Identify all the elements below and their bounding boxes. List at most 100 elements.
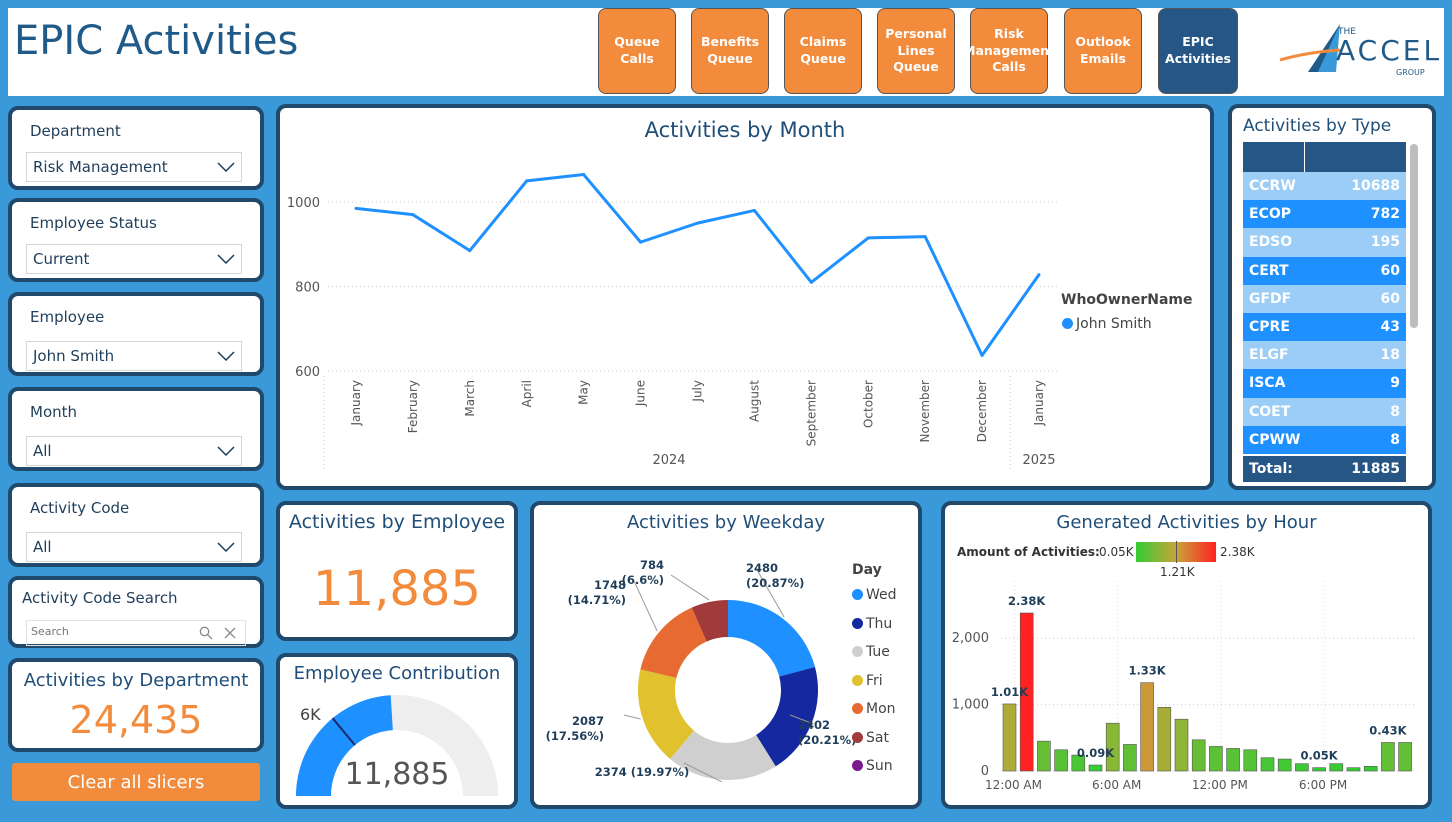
nav-outlook-emails-button[interactable]: Outlook Emails	[1064, 8, 1142, 94]
activity-code-search-label: Activity Code Search	[22, 589, 178, 607]
weekday-legend-item-mon[interactable]: Mon	[852, 701, 896, 717]
page-title: EPIC Activities	[14, 18, 299, 64]
table-row-code: ECOP	[1243, 200, 1304, 229]
department-dropdown[interactable]: Risk Management	[26, 152, 242, 182]
department-kpi-title: Activities by Department	[23, 670, 249, 691]
hour-bar	[1209, 746, 1223, 772]
hour-bar	[1243, 749, 1258, 772]
donut-leader-line	[755, 567, 785, 618]
activities-by-hour-title: Generated Activities by Hour	[1056, 512, 1317, 533]
activities-by-weekday-title: Activities by Weekday	[626, 512, 826, 533]
legend-label: Tue	[866, 644, 890, 660]
nav-personal-lines-queue-button[interactable]: Personal Lines Queue	[877, 8, 955, 94]
weekday-legend-item-sun[interactable]: Sun	[852, 758, 893, 774]
table-row-code: GFDF	[1243, 284, 1304, 313]
legend-dot	[852, 674, 863, 686]
donut-data-label: (17.56%)	[546, 729, 604, 743]
table-row-code: EDSO	[1243, 228, 1304, 257]
accel-logo-mark-icon	[1279, 24, 1341, 72]
nav-claims-queue-button[interactable]: Claims Queue	[784, 8, 862, 94]
hour-data-label: 0.05K	[1300, 749, 1338, 763]
hour-bar	[1260, 757, 1275, 772]
legend-label: Thu	[866, 615, 893, 632]
y-tick-label: 2,000	[952, 631, 989, 646]
legend-label: Sun	[866, 758, 893, 774]
weekday-legend-item-tue[interactable]: Tue	[852, 644, 890, 660]
table-scrollbar[interactable]	[1410, 144, 1418, 328]
clear-all-slicers-button[interactable]: Clear all slicers	[12, 763, 260, 801]
table-header-code	[1243, 142, 1304, 172]
chevron-down-icon	[217, 446, 235, 456]
search-input[interactable]	[29, 624, 193, 639]
weekday-legend-item-thu[interactable]: Thu	[852, 616, 892, 632]
hour-bar	[1346, 767, 1361, 772]
legend-dot	[852, 589, 863, 600]
donut-leader-line	[623, 714, 641, 720]
hour-data-label: 2.38K	[1008, 594, 1046, 608]
nav-epic-activities-button[interactable]: EPIC Activities	[1158, 8, 1238, 94]
weekday-legend-item-fri[interactable]: Fri	[852, 673, 883, 689]
employee-status-dropdown[interactable]: Current	[26, 244, 242, 274]
nav-benefits-queue-button[interactable]: Benefits Queue	[691, 8, 769, 94]
year-label: 2024	[652, 453, 685, 468]
activity-code-dropdown[interactable]: All	[26, 532, 242, 562]
x-tick-label: October	[861, 380, 875, 428]
line-point	[639, 240, 643, 244]
hour-bar	[1226, 748, 1240, 772]
nav-queue-calls-button[interactable]: Queue Calls	[598, 8, 676, 94]
employee-kpi-card: Activities by Employee 11,885	[276, 501, 518, 641]
gauge-fill	[296, 695, 393, 796]
clear-search-icon[interactable]	[224, 627, 236, 639]
donut-slice-tue	[670, 730, 776, 780]
x-tick-label: July	[691, 380, 705, 403]
hour-color-legend-min: 0.05K	[1099, 545, 1134, 559]
line-point	[809, 280, 813, 284]
donut-data-label: (14.71%)	[568, 593, 626, 607]
table-row-count: 195	[1304, 228, 1406, 257]
weekday-legend-item-sat[interactable]: Sat	[852, 730, 889, 746]
table-row-count: 782	[1304, 200, 1406, 229]
weekday-legend-item-wed[interactable]: Wed	[852, 587, 897, 603]
donut-slice-thu	[756, 666, 818, 767]
donut-slice-sat	[691, 600, 728, 642]
donut-leader-line	[633, 580, 658, 632]
gauge-target-label: 6K	[300, 705, 321, 724]
line-point	[1037, 273, 1041, 277]
x-tick-label: 6:00 PM	[1299, 778, 1347, 792]
table-row-count: 8	[1304, 425, 1406, 454]
hour-color-legend-mid: 1.21K	[1160, 565, 1195, 579]
hour-bar	[1277, 758, 1292, 772]
activities-by-month-chart: 600 800 1000 January February March April May Ju…	[287, 173, 1060, 470]
hour-color-legend-label: Amount of Activities:	[957, 545, 1100, 559]
donut-slice-wed	[728, 600, 816, 677]
x-tick-label: February	[406, 380, 420, 433]
activity-code-label: Activity Code	[30, 499, 130, 517]
search-icon[interactable]	[199, 626, 213, 640]
employee-kpi-title: Activities by Employee	[288, 511, 506, 533]
gauge-target-marker	[331, 717, 356, 746]
month-dropdown[interactable]: All	[26, 436, 242, 466]
donut-slice-fri	[638, 669, 694, 759]
line-point	[696, 221, 699, 225]
line-point	[923, 235, 927, 239]
hour-bar	[1295, 763, 1309, 772]
line-point	[866, 236, 870, 240]
x-tick-label: November	[918, 380, 932, 442]
chevron-down-icon	[217, 542, 235, 552]
donut-data-label: 2087	[572, 714, 604, 728]
hour-color-legend-max: 2.38K	[1220, 545, 1255, 559]
y-tick-label: 0	[981, 764, 989, 779]
y-tick-label: 800	[295, 281, 320, 296]
month-slicer: Month All	[8, 387, 264, 471]
hour-bar	[1088, 764, 1103, 772]
x-tick-label: August	[747, 380, 761, 422]
activities-by-weekday-chart: 2480(20.87%) 2402(20.21%) 2374 (19.97%) 208…	[546, 558, 856, 783]
employee-dropdown[interactable]: John Smith	[26, 341, 242, 371]
gauge-value: 11,885	[344, 757, 450, 792]
hour-bar	[1002, 703, 1017, 772]
x-tick-label: 12:00 PM	[1192, 778, 1248, 792]
legend-dot	[852, 646, 863, 657]
nav-risk-management-calls-button[interactable]: Risk Management Calls	[963, 8, 1055, 94]
y-tick-label: 1,000	[952, 698, 989, 713]
hour-bar	[1191, 739, 1206, 772]
